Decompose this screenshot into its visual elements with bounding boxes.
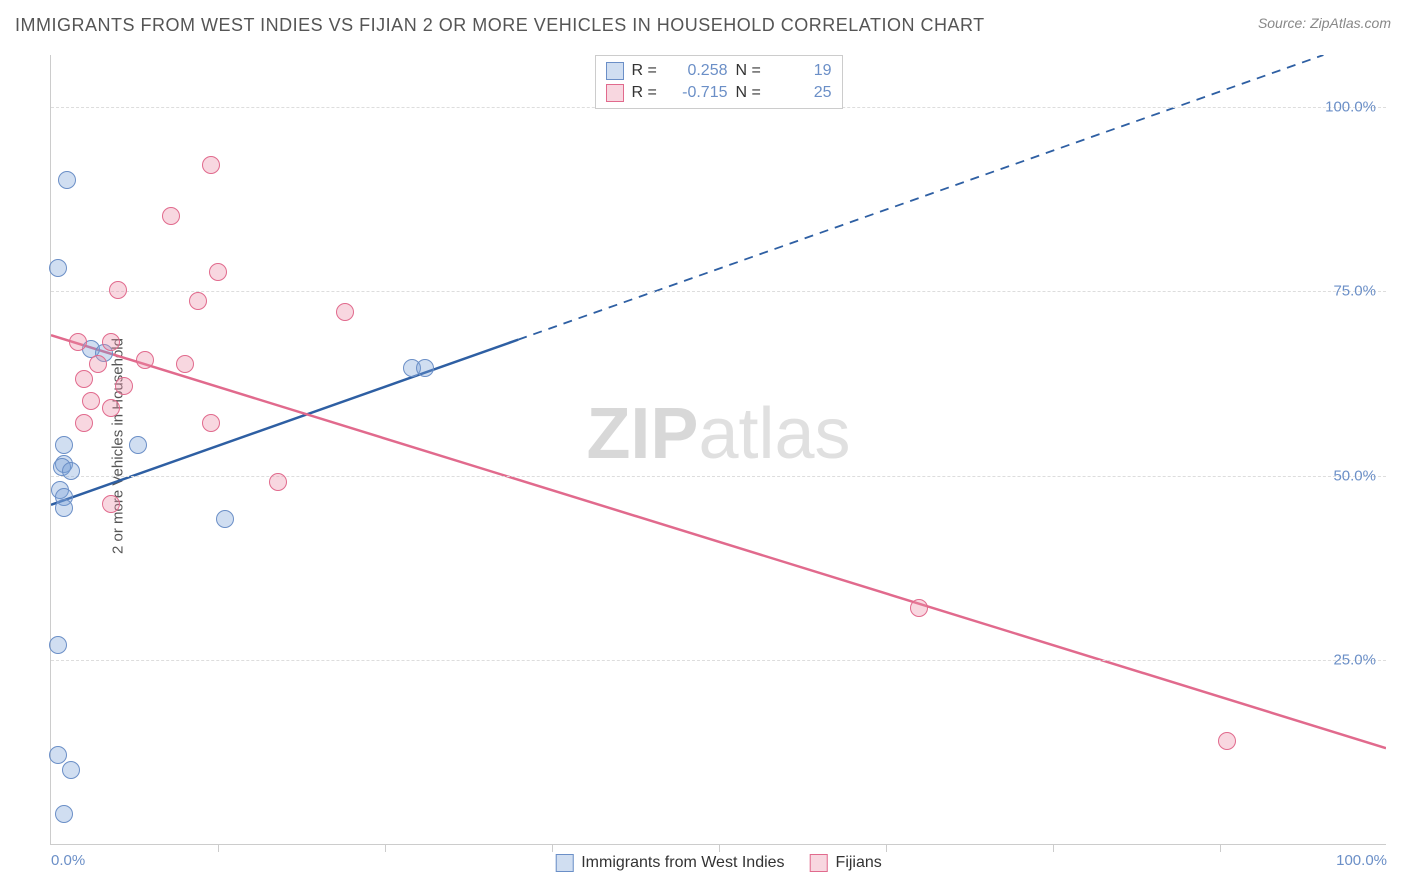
- chart-title: IMMIGRANTS FROM WEST INDIES VS FIJIAN 2 …: [15, 15, 985, 36]
- x-tick: [1220, 844, 1221, 852]
- data-point: [109, 281, 127, 299]
- data-point: [269, 473, 287, 491]
- data-point: [49, 636, 67, 654]
- x-tick: [719, 844, 720, 852]
- legend-row-blue: R = 0.258 N = 19: [606, 60, 832, 82]
- legend-label-blue: Immigrants from West Indies: [581, 854, 784, 872]
- legend-n-label: N =: [736, 84, 764, 102]
- data-point: [102, 399, 120, 417]
- data-point: [129, 436, 147, 454]
- legend-n-value-pink: 25: [772, 84, 832, 102]
- watermark-light: atlas: [698, 394, 850, 474]
- x-tick: [1053, 844, 1054, 852]
- y-tick-label: 25.0%: [1333, 652, 1376, 669]
- data-point: [216, 510, 234, 528]
- x-tick: [385, 844, 386, 852]
- data-point: [75, 370, 93, 388]
- correlation-legend: R = 0.258 N = 19 R = -0.715 N = 25: [595, 55, 843, 109]
- data-point: [1218, 732, 1236, 750]
- chart-source: Source: ZipAtlas.com: [1258, 15, 1391, 31]
- trend-lines: [51, 55, 1386, 844]
- watermark-bold: ZIP: [586, 394, 698, 474]
- gridline-h: [51, 660, 1386, 661]
- data-point: [58, 171, 76, 189]
- series-legend: Immigrants from West Indies Fijians: [547, 854, 890, 872]
- gridline-h: [51, 476, 1386, 477]
- data-point: [416, 359, 434, 377]
- x-tick: [218, 844, 219, 852]
- x-tick-label: 100.0%: [1336, 852, 1387, 869]
- data-point: [55, 436, 73, 454]
- data-point: [102, 495, 120, 513]
- data-point: [189, 292, 207, 310]
- y-tick-label: 100.0%: [1325, 98, 1376, 115]
- legend-label-pink: Fijians: [836, 854, 882, 872]
- legend-item-pink: Fijians: [810, 854, 882, 872]
- data-point: [910, 599, 928, 617]
- x-tick: [886, 844, 887, 852]
- y-tick-label: 50.0%: [1333, 467, 1376, 484]
- x-tick-label: 0.0%: [51, 852, 85, 869]
- data-point: [62, 462, 80, 480]
- data-point: [82, 392, 100, 410]
- y-tick-label: 75.0%: [1333, 283, 1376, 300]
- legend-r-value-pink: -0.715: [668, 84, 728, 102]
- x-tick: [552, 844, 553, 852]
- legend-swatch-blue: [606, 62, 624, 80]
- data-point: [55, 499, 73, 517]
- data-point: [209, 263, 227, 281]
- legend-swatch-blue-icon: [555, 854, 573, 872]
- data-point: [102, 333, 120, 351]
- data-point: [55, 805, 73, 823]
- chart-header: IMMIGRANTS FROM WEST INDIES VS FIJIAN 2 …: [15, 15, 1391, 36]
- legend-r-label: R =: [632, 62, 660, 80]
- data-point: [69, 333, 87, 351]
- legend-r-value-blue: 0.258: [668, 62, 728, 80]
- legend-swatch-pink-icon: [810, 854, 828, 872]
- legend-item-blue: Immigrants from West Indies: [555, 854, 784, 872]
- data-point: [89, 355, 107, 373]
- legend-n-label: N =: [736, 62, 764, 80]
- data-point: [115, 377, 133, 395]
- gridline-h: [51, 291, 1386, 292]
- data-point: [49, 746, 67, 764]
- data-point: [62, 761, 80, 779]
- legend-n-value-blue: 19: [772, 62, 832, 80]
- data-point: [75, 414, 93, 432]
- legend-r-label: R =: [632, 84, 660, 102]
- data-point: [136, 351, 154, 369]
- data-point: [49, 259, 67, 277]
- data-point: [176, 355, 194, 373]
- data-point: [336, 303, 354, 321]
- legend-row-pink: R = -0.715 N = 25: [606, 82, 832, 104]
- legend-swatch-pink: [606, 84, 624, 102]
- plot-area: ZIPatlas R = 0.258 N = 19 R = -0.715 N =…: [50, 55, 1386, 845]
- data-point: [202, 156, 220, 174]
- data-point: [202, 414, 220, 432]
- watermark: ZIPatlas: [586, 393, 850, 475]
- data-point: [162, 207, 180, 225]
